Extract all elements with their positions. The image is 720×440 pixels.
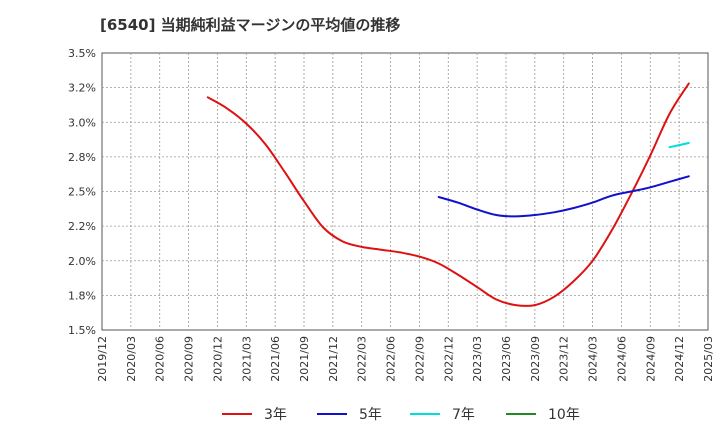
x-tick-label: 2021/03: [240, 336, 253, 382]
chart-title: [6540] 当期純利益マージンの平均値の推移: [100, 16, 401, 34]
x-tick-label: 2020/06: [154, 336, 167, 382]
legend-label-2: 7年: [452, 407, 475, 423]
y-tick-label: 1.8%: [68, 289, 96, 302]
plot-frame: [101, 52, 709, 331]
y-tick-label: 2.0%: [68, 255, 96, 268]
legend-label-1: 5年: [359, 407, 382, 423]
y-tick-label: 3.2%: [68, 82, 96, 95]
x-tick-label: 2021/12: [327, 336, 340, 382]
series-line-2: [668, 142, 690, 149]
y-tick-label: 2.2%: [68, 220, 96, 233]
x-tick-label: 2020/09: [183, 336, 196, 382]
y-tick-label: 3.5%: [68, 47, 96, 60]
x-tick-label: 2023/03: [471, 336, 484, 382]
y-tick-label: 3.0%: [68, 116, 96, 129]
x-tick-label: 2021/09: [298, 336, 311, 382]
x-tick-label: 2024/03: [587, 336, 600, 382]
series-line-0: [206, 82, 690, 307]
y-tick-label: 1.5%: [68, 324, 96, 337]
legend-label-0: 3年: [264, 407, 287, 423]
x-tick-label: 2024/06: [615, 336, 628, 382]
y-tick-label: 2.8%: [68, 151, 96, 164]
x-tick-label: 2023/12: [558, 336, 571, 382]
x-tick-label: 2024/12: [673, 336, 686, 382]
grid-layer: [101, 52, 709, 331]
axis-layer: 2019/12 2020/03 2020/06 2020/09 2020/12 2021/…: [68, 47, 715, 382]
x-tick-label: 2022/12: [442, 336, 455, 382]
x-tick-label: 2022/09: [413, 336, 426, 382]
x-tick-label: 2020/12: [211, 336, 224, 382]
x-tick-label: 2022/06: [385, 336, 398, 382]
x-tick-label: 2020/03: [125, 336, 138, 382]
series-layer: [206, 82, 690, 307]
legend: 3年 5年 7年 10年: [222, 407, 580, 423]
x-tick-label: 2024/09: [644, 336, 657, 382]
x-tick-label: 2023/06: [500, 336, 513, 382]
x-tick-label: 2023/09: [529, 336, 542, 382]
series-line-1: [437, 175, 690, 218]
x-tick-label: 2021/06: [269, 336, 282, 382]
y-tick-label: 2.5%: [68, 186, 96, 199]
x-tick-label: 2025/03: [702, 336, 715, 382]
x-tick-label: 2022/03: [356, 336, 369, 382]
legend-label-3: 10年: [548, 407, 580, 423]
x-tick-label: 2019/12: [96, 336, 109, 382]
